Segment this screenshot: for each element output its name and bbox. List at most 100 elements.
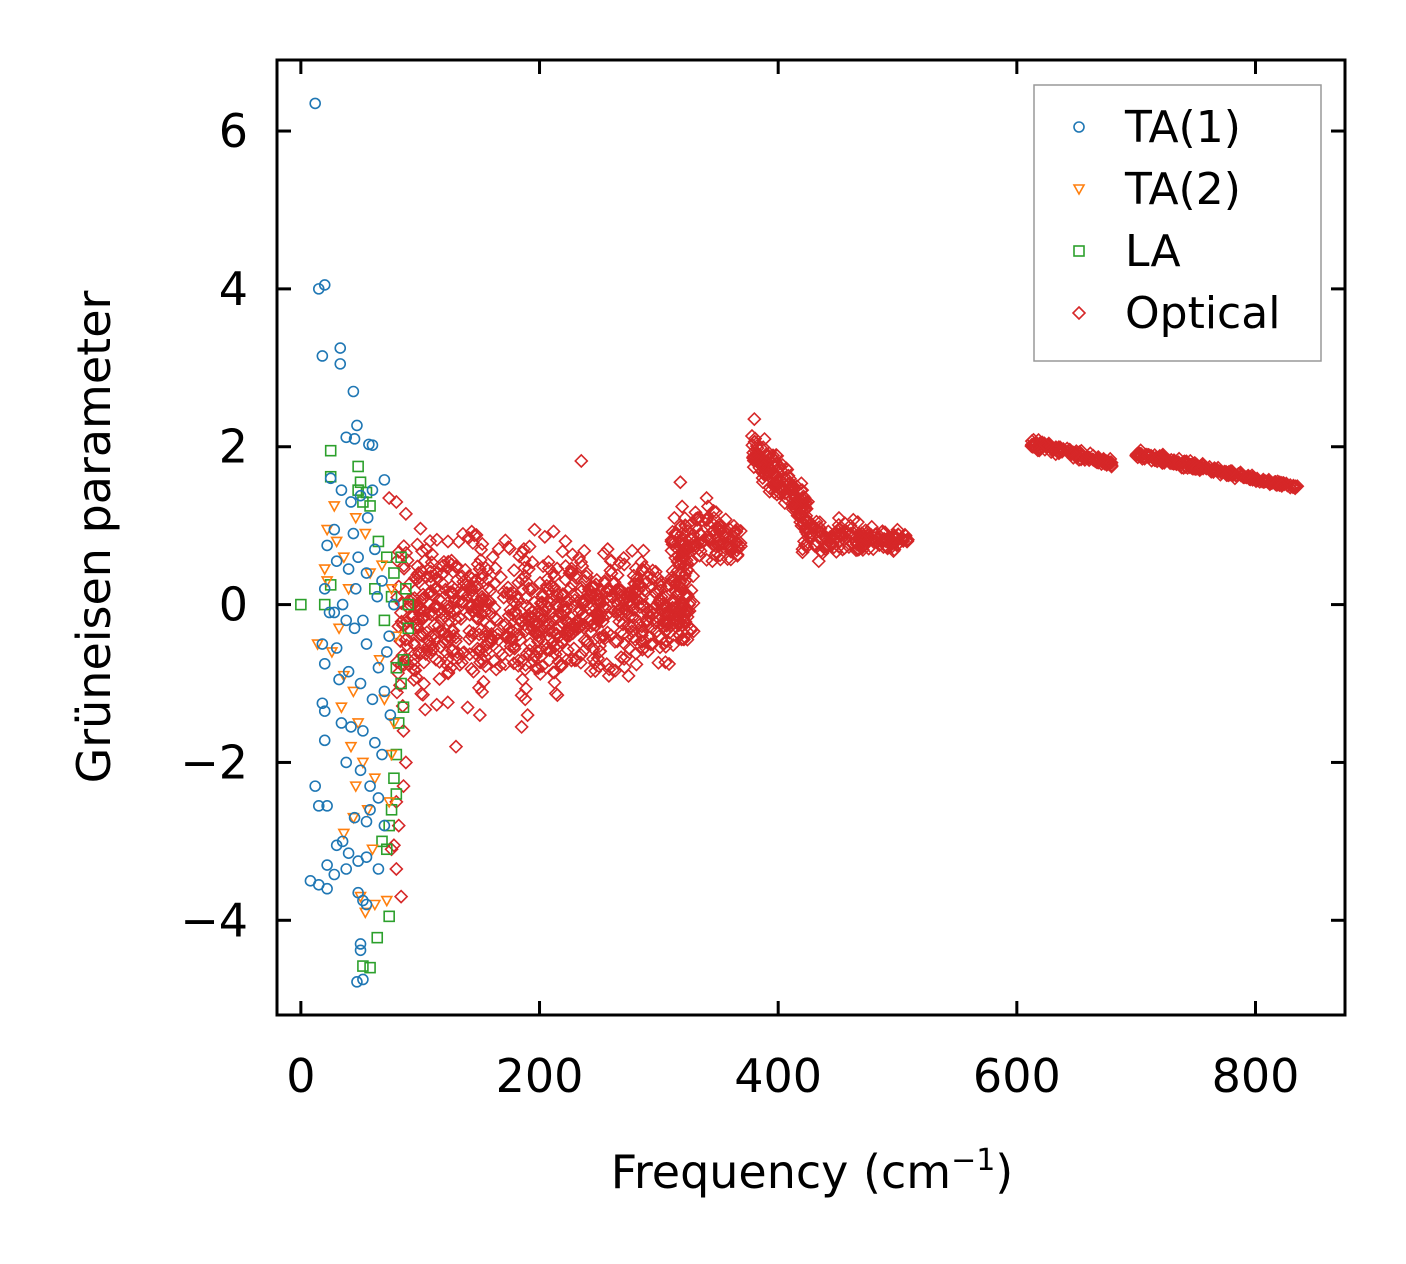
y-tick-label: 4: [219, 262, 248, 316]
legend-entry: LA: [1073, 226, 1181, 277]
optical-point: [410, 567, 425, 582]
x-axis-title: Frequency (cm−1): [611, 1143, 1014, 1199]
data-point: [309, 97, 321, 110]
optical-point: [712, 521, 727, 536]
data-point: [366, 484, 379, 496]
optical-point: [478, 560, 493, 575]
data-point: [384, 709, 397, 721]
optical-point: [799, 519, 814, 535]
optical-point: [584, 584, 599, 600]
optical-point: [574, 580, 590, 595]
optical-point: [544, 636, 560, 651]
optical-point: [487, 653, 502, 669]
data-point: [348, 433, 361, 445]
optical-point: [655, 600, 670, 616]
data-point: [899, 534, 915, 549]
optical-point: [451, 594, 466, 609]
x-tick-label: 800: [1212, 1049, 1300, 1103]
optical-point: [398, 632, 413, 648]
optical-point: [423, 584, 439, 599]
optical-point: [807, 536, 822, 551]
optical-point: [580, 597, 595, 613]
optical-point: [546, 593, 561, 608]
optical-point: [571, 605, 586, 620]
data-point: [390, 788, 403, 800]
optical-point: [395, 648, 410, 663]
data-point: [385, 584, 398, 596]
optical-point: [622, 597, 637, 612]
data-point: [364, 500, 376, 512]
optical-point: [439, 652, 455, 668]
optical-point: [635, 634, 650, 649]
data-point: [388, 567, 400, 579]
optical-point: [433, 640, 448, 655]
data-point: [320, 576, 334, 588]
optical-point: [390, 553, 405, 568]
optical-point: [511, 653, 526, 668]
optical-point: [405, 592, 420, 607]
optical-point: [585, 587, 601, 603]
data-point: [651, 629, 666, 644]
optical-point: [1285, 479, 1301, 495]
optical-point: [462, 647, 477, 662]
optical-point: [597, 574, 612, 589]
optical-point: [614, 650, 629, 665]
optical-point: [629, 657, 644, 672]
optical-point: [779, 471, 794, 487]
optical-point: [413, 521, 428, 536]
optical-point: [672, 565, 687, 581]
optical-point: [529, 626, 544, 642]
legend-label: TA(2): [1124, 164, 1241, 215]
optical-point: [1206, 464, 1221, 480]
data-point: [347, 812, 360, 825]
optical-point: [498, 657, 513, 672]
optical-point: [652, 577, 667, 592]
data-point: [383, 630, 395, 642]
optical-point: [485, 550, 500, 565]
optical-point: [1238, 469, 1253, 485]
optical-point: [478, 659, 493, 674]
optical-point: [490, 627, 505, 642]
data-point: [357, 725, 369, 737]
optical-point: [443, 585, 458, 600]
optical-point: [674, 632, 689, 647]
optical-point: [1241, 470, 1257, 486]
optical-point: [466, 664, 481, 679]
optical-point: [587, 579, 602, 594]
plot-frame: [275, 58, 1347, 1017]
optical-point: [649, 624, 664, 639]
optical-point: [550, 687, 565, 703]
data-point: [378, 819, 391, 832]
optical-point: [483, 583, 498, 598]
optical-point: [712, 523, 727, 538]
legend-marker: [1072, 184, 1086, 196]
optical-point: [436, 554, 452, 570]
optical-point: [682, 518, 697, 533]
optical-point: [429, 697, 444, 712]
optical-point: [393, 605, 409, 620]
data-point: [380, 646, 393, 658]
data-point: [311, 639, 324, 651]
optical-point: [431, 582, 447, 598]
optical-point: [678, 573, 693, 588]
optical-point: [770, 472, 785, 488]
optical-point: [446, 623, 461, 638]
optical-point: [610, 568, 625, 583]
optical-point: [422, 534, 438, 549]
optical-point: [466, 626, 481, 641]
data-point: [334, 342, 347, 354]
optical-point: [661, 656, 677, 672]
data-point: [719, 526, 735, 541]
optical-point: [622, 641, 637, 656]
optical-point: [723, 552, 738, 567]
data-point: [811, 554, 826, 569]
optical-point: [675, 596, 690, 611]
optical-point: [679, 556, 695, 571]
optical-point: [498, 628, 513, 644]
optical-point: [435, 558, 451, 573]
data-point: [351, 976, 363, 988]
optical-point: [612, 555, 628, 570]
legend-label: Optical: [1125, 288, 1280, 339]
data-point: [354, 764, 367, 777]
optical-point: [542, 617, 557, 632]
